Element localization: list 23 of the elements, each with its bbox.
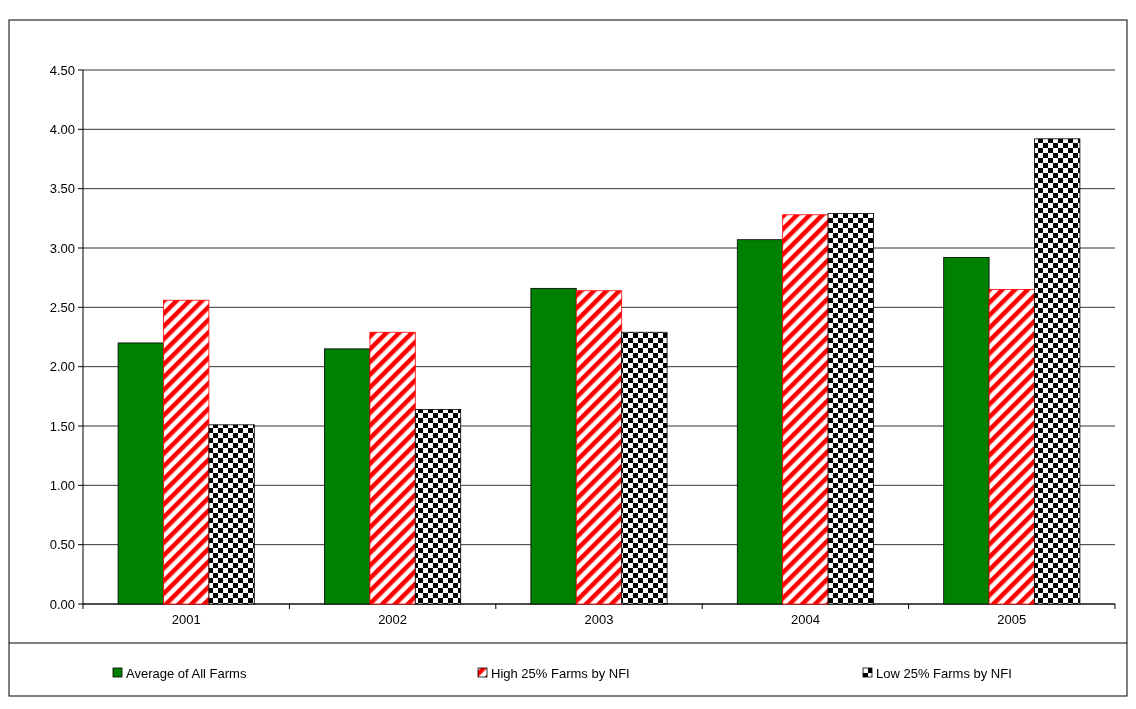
x-tick-label: 2005: [997, 612, 1027, 627]
y-tick-label: 4.00: [49, 121, 75, 137]
y-tick-label: 1.50: [49, 418, 75, 434]
y-tick-label: 2.50: [49, 299, 75, 315]
legend-label: High 25% Farms by NFI: [491, 665, 630, 681]
x-tick-label: 2001: [171, 612, 201, 627]
x-tick-label: 2004: [790, 612, 820, 627]
y-tick-label: 2.00: [49, 359, 75, 375]
y-tick-label: 3.00: [49, 240, 75, 256]
bar: [782, 214, 829, 605]
bar: [575, 290, 623, 605]
legend-label: Average of All Farms: [126, 665, 247, 681]
x-tick-label: 2003: [584, 612, 614, 627]
bar: [369, 331, 416, 605]
x-tick-label: 2002: [378, 612, 408, 627]
y-tick-label: 0.50: [49, 537, 75, 553]
y-tick-label: 3.50: [49, 181, 75, 197]
bar: [988, 289, 1035, 605]
legend-label: Low 25% Farms by NFI: [876, 665, 1012, 681]
y-tick-label: 0.00: [49, 596, 75, 612]
bar: [163, 299, 210, 605]
y-tick-label: 4.50: [49, 62, 75, 78]
y-tick-label: 1.00: [49, 477, 75, 493]
